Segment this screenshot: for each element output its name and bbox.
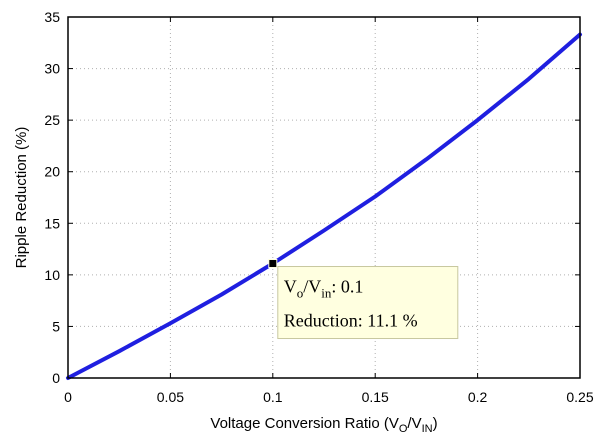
x-axis-title-main: Voltage Conversion Ratio (V: [210, 415, 398, 432]
x-axis-title-sub-o: O: [399, 423, 408, 435]
y-tick-label: 0: [52, 370, 60, 386]
data-tip-v: V: [284, 277, 297, 297]
y-tick-label: 30: [44, 61, 60, 77]
data-tip-ratio-value: : 0.1: [331, 277, 363, 297]
x-axis-title-sub-in: IN: [422, 423, 433, 435]
y-tick-label: 25: [44, 112, 60, 128]
y-axis-title: Ripple Reduction (%): [13, 127, 30, 269]
data-tip[interactable]: Vo/Vin: 0.1 Reduction: 11.1 %: [268, 259, 459, 340]
y-tick-label: 15: [44, 215, 60, 231]
y-tick-label: 35: [44, 9, 60, 25]
series-line: [66, 32, 582, 380]
x-tick-label: 0.2: [468, 389, 488, 405]
data-tip-marker[interactable]: [268, 259, 278, 269]
y-tick-label: 20: [44, 164, 60, 180]
x-axis-title-end: ): [433, 415, 438, 432]
y-tick-label: 10: [44, 267, 60, 283]
ticks: [67, 16, 581, 379]
x-axis-title: Voltage Conversion Ratio (VO/VIN): [210, 415, 437, 435]
data-tip-slash-v: /V: [303, 277, 321, 297]
y-tick-label: 5: [52, 318, 60, 334]
x-axis-title-mid: /V: [407, 415, 421, 432]
y-tick-labels: 0 5 10 15 20 25 30 35: [44, 9, 60, 386]
x-tick-label: 0.25: [566, 389, 593, 405]
data-tip-sub-o: o: [297, 286, 304, 301]
data-tip-box: [277, 266, 459, 340]
data-tip-sub-in: in: [321, 286, 332, 301]
series-group: [66, 32, 582, 380]
plot-frame: [67, 16, 581, 379]
x-tick-label: 0.1: [263, 389, 283, 405]
data-tip-reduction-label: Reduction: 11.1 %: [284, 311, 418, 331]
x-tick-label: 0.15: [362, 389, 389, 405]
x-tick-labels: 0 0.05 0.1 0.15 0.2 0.25: [64, 389, 594, 405]
x-tick-label: 0.05: [157, 389, 184, 405]
x-tick-label: 0: [64, 389, 72, 405]
data-tip-ratio-label: Vo/Vin: 0.1: [284, 277, 364, 301]
